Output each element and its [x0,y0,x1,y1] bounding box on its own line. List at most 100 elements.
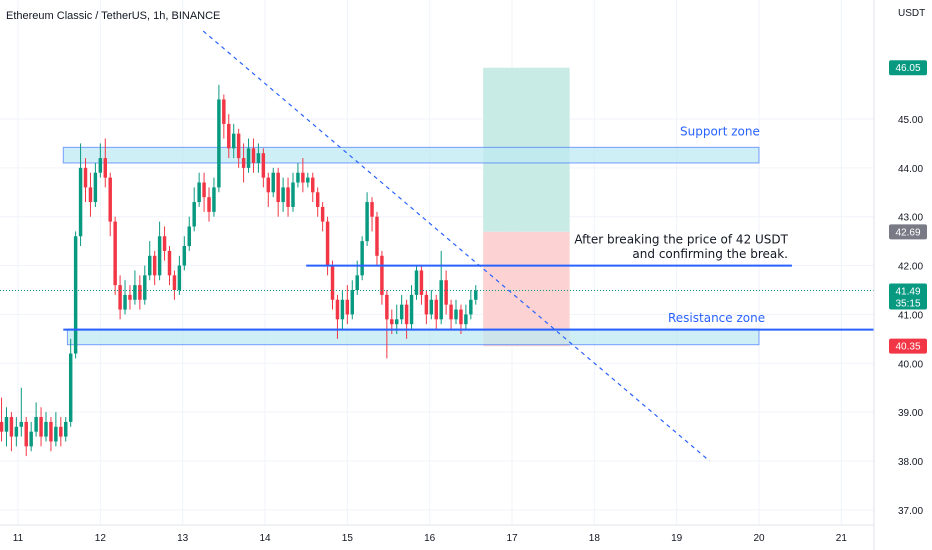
candle-body [148,255,152,276]
candle-body [345,299,350,315]
x-tick-label: 21 [836,533,848,544]
candle-body [474,290,478,300]
candle-body [39,417,43,437]
candle-body [103,158,108,178]
candle-body [0,421,4,432]
candle-body [311,177,315,193]
candle-body [330,265,335,300]
candle-body [24,421,28,447]
candle-body [449,304,453,320]
price-label-box [889,224,927,240]
price-label-box [889,338,927,354]
candle-body [29,431,33,447]
candle-body [439,280,443,320]
candle-body [167,250,172,276]
candle-body [212,187,216,212]
line-layer [0,30,875,462]
candle-body [187,226,191,247]
candle-body [34,417,38,432]
candle-body [19,421,24,427]
candle-body [291,182,295,207]
y-tick-label: 42.00 [898,262,923,273]
candle-body [419,270,424,295]
candle-body [434,299,438,320]
candle-body [123,294,127,310]
candle-body [207,197,211,212]
candle-body [296,172,300,183]
price-label-text: 41.49 [895,286,920,297]
candle-body [231,133,236,149]
candle-body [128,294,132,300]
candle-body [133,285,137,300]
x-tick-label: 18 [589,533,601,544]
candle-body [108,177,112,222]
y-tick-label: 41.00 [898,310,923,321]
candle-body [44,421,48,437]
candle-body [202,182,206,198]
candle-body [88,187,93,203]
candle-body [236,133,241,159]
stop-zone [483,231,570,347]
candle-body [118,285,122,310]
candle-body [276,172,280,203]
candle-body [281,187,285,203]
candle-body [266,177,271,193]
y-tick-label: 38.00 [898,457,923,468]
candle-body [246,148,251,168]
candle-body [241,158,246,168]
candle-body [143,275,147,300]
support-zone-label: Support zone [680,125,760,139]
trendline[interactable] [202,30,710,462]
candle-body [320,206,325,222]
candle-body [172,275,177,290]
candle-body [409,294,414,325]
candle-body [424,294,429,315]
candle-body [340,299,345,320]
zone-rect-resistance[interactable] [66,328,760,346]
candle-body [454,309,458,320]
x-tick-label: 14 [259,533,271,544]
position-layer [483,67,570,347]
zone-rect-support[interactable] [62,146,760,164]
y-tick-label: 37.00 [898,506,923,517]
candle-body [301,172,305,183]
price-label-text: 46.05 [895,63,920,74]
candle-body [157,236,162,276]
candle-body [286,187,290,207]
countdown-label-text: 35:15 [895,298,920,309]
candle-body [355,275,359,290]
chart-title: Ethereum Classic / TetherUS, 1h, BINANCE [6,10,220,22]
candle-body [261,153,266,178]
candle-body [78,167,83,237]
annotation-line-1: After breaking the price of 42 USDT [574,233,788,247]
candle-body [222,99,226,124]
candle-body [464,314,468,325]
price-label-box [889,283,927,310]
y-tick-label: 40.00 [898,359,923,370]
candle-body [444,280,448,305]
resistance-zone-label: Resistance zone [668,311,765,325]
price-scale-unit: USDT [898,8,925,19]
candle-body [469,299,473,315]
candle-body [370,202,374,217]
y-tick-label: 39.00 [898,408,923,419]
candle-body [360,241,364,276]
price-label-text: 40.35 [895,342,920,353]
y-tick-label: 45.00 [898,115,923,126]
candle-body [93,172,98,203]
candle-body [251,148,256,163]
candle-body [49,421,53,442]
candle-body [271,172,275,193]
label-layer: Support zone Resistance zone After breakin… [574,125,788,326]
candle-body [350,290,355,315]
price-label-box [889,60,927,76]
x-tick-label: 11 [13,533,24,544]
candle-body [177,265,182,290]
candle-body [385,294,389,320]
y-tick-label: 44.00 [898,164,923,175]
candle-body [404,304,409,325]
candle-body [64,421,68,437]
candle-body [306,177,310,183]
